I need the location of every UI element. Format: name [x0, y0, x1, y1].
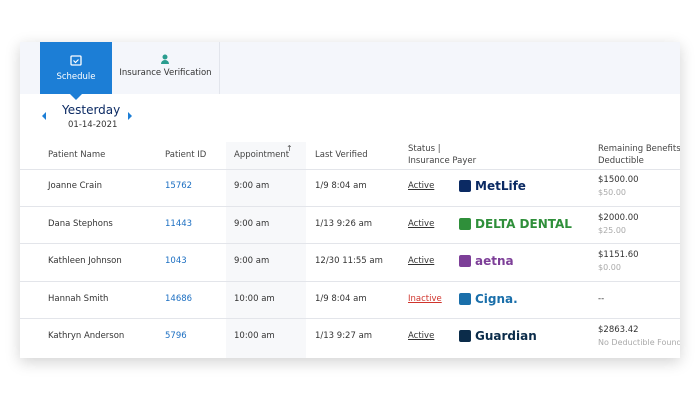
last-verified: 1/13 9:27 am	[315, 331, 373, 341]
payer-icon	[459, 180, 471, 192]
next-day[interactable]	[128, 112, 132, 120]
deductible: $0.00	[598, 263, 621, 272]
patient-name: Joanne Crain	[48, 181, 103, 191]
remaining-benefits: --	[598, 293, 605, 304]
appointment: 9:00 am	[234, 256, 270, 266]
tab[interactable]: Insurance Verification	[112, 42, 220, 94]
last-verified: 1/9 8:04 am	[315, 293, 367, 304]
patient-id[interactable]: 11443	[165, 218, 193, 229]
status[interactable]: Active	[408, 256, 435, 266]
remaining-benefits: $1500.00	[598, 175, 639, 185]
payer-icon	[459, 217, 471, 230]
column-header: Insurance Payer	[408, 156, 477, 166]
column-header: Patient Name	[48, 150, 106, 160]
deductible: $25.00	[598, 225, 626, 235]
payer-logo: DELTA DENTAL	[475, 216, 572, 231]
date-value: 01-14-2021	[68, 120, 118, 130]
payer-logo: aetna	[475, 254, 514, 268]
last-verified: 1/9 8:04 am	[315, 181, 367, 191]
row-separator	[20, 318, 680, 319]
patient-id[interactable]: 1043	[165, 256, 187, 266]
patient-name: Kathleen Johnson	[48, 256, 122, 266]
last-verified: 1/13 9:26 am	[315, 218, 373, 229]
status[interactable]: Active	[408, 331, 435, 341]
deductible: $50.00	[598, 188, 626, 197]
patient-name: Hannah Smith	[48, 293, 109, 304]
tab-bar: Schedule Insurance Verification	[20, 42, 680, 100]
tab-label: Schedule	[56, 72, 96, 82]
remaining-benefits: $2863.42	[598, 325, 639, 335]
remaining-benefits: $2000.00	[598, 212, 639, 223]
last-verified: 12/30 11:55 am	[315, 256, 383, 266]
tab-label: Insurance Verification	[119, 68, 212, 78]
patient-id[interactable]: 14686	[165, 293, 193, 304]
status[interactable]: Active	[408, 218, 435, 229]
column-header: Patient ID	[165, 150, 207, 160]
calendar-icon	[70, 55, 82, 66]
row-separator	[20, 243, 680, 244]
sorted-column	[226, 142, 306, 358]
sort-icon: ↑	[286, 144, 293, 153]
column-header: Appointment	[234, 150, 290, 160]
payer-logo: Guardian	[475, 329, 537, 343]
payer-logo: MetLife	[475, 179, 526, 193]
column-header: Last Verified	[315, 150, 368, 160]
appointment: 10:00 am	[234, 293, 275, 304]
payer-icon	[459, 330, 471, 342]
payer-icon	[459, 292, 471, 305]
patient-name: Dana Stephons	[48, 218, 113, 229]
date-day: Yesterday	[62, 103, 121, 117]
deductible: No Deductible Found	[598, 338, 680, 347]
row-separator	[20, 280, 680, 282]
appointment: 9:00 am	[234, 218, 270, 229]
user-icon	[160, 54, 169, 64]
payer-icon	[459, 255, 471, 267]
card: Schedule Insurance Verification Yesterda…	[20, 42, 680, 358]
status[interactable]: Inactive	[408, 293, 442, 304]
remaining-benefits: $1151.60	[598, 250, 639, 260]
patient-id[interactable]: 5796	[165, 331, 187, 341]
tab[interactable]: Schedule	[40, 42, 112, 100]
appointment: 10:00 am	[234, 331, 275, 341]
prev-day[interactable]	[42, 112, 46, 120]
status[interactable]: Active	[408, 181, 435, 191]
row-separator	[20, 169, 680, 170]
patient-id[interactable]: 15762	[165, 181, 193, 191]
patient-name: Kathryn Anderson	[48, 331, 125, 341]
column-header: Deductible	[598, 156, 644, 166]
payer-logo: Cigna.	[475, 291, 518, 306]
row-separator	[20, 205, 680, 207]
appointment: 9:00 am	[234, 181, 270, 191]
column-header: Remaining Benefits |	[598, 144, 680, 154]
column-header: Status |	[408, 144, 441, 154]
